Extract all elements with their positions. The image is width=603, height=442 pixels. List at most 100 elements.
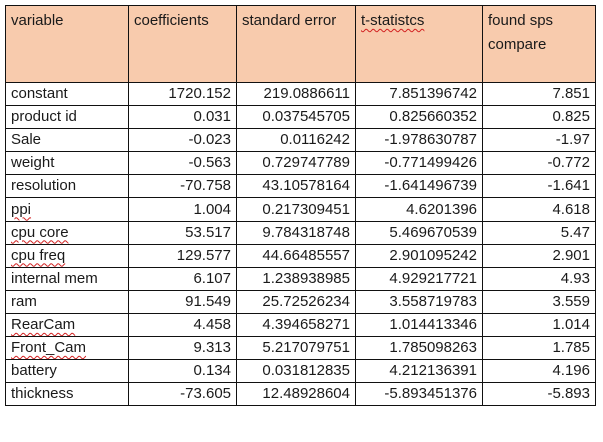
cell-variable: RearCam <box>5 312 129 338</box>
cell-variable: resolution <box>5 174 129 199</box>
cell-standard-error: 12.48928604 <box>236 382 356 407</box>
cell-t-statistic: 7.851396742 <box>355 81 483 107</box>
table-row: Sale -0.023 0.0116242 -1.978630787 -1.97 <box>5 128 596 153</box>
cell-t-statistic: 1.014413346 <box>355 312 483 338</box>
header-coefficients: coefficients <box>128 5 237 83</box>
cell-variable: battery <box>5 359 129 384</box>
cell-standard-error: 5.217079751 <box>236 336 356 361</box>
cell-standard-error: 0.729747789 <box>236 151 356 176</box>
cell-standard-error: 25.72526234 <box>236 289 356 314</box>
table-row: weight -0.563 0.729747789 -0.771499426 -… <box>5 151 596 176</box>
cell-coefficient: -73.605 <box>128 382 237 407</box>
table-row: ppi 1.004 0.217309451 4.6201396 4.618 <box>5 197 596 222</box>
cell-found-sps: 4.618 <box>482 197 596 222</box>
table-row: ram 91.549 25.72526234 3.558719783 3.559 <box>5 289 596 314</box>
cell-variable-label: ppi <box>11 200 32 218</box>
cell-t-statistic: 0.825660352 <box>355 105 483 130</box>
cell-t-statistic: -0.771499426 <box>355 151 483 176</box>
cell-t-statistic: -5.893451376 <box>355 382 483 407</box>
cell-coefficient: 129.577 <box>128 243 237 268</box>
cell-variable: Sale <box>5 128 129 153</box>
cell-variable-label: cpu core <box>11 223 69 241</box>
cell-coefficient: 91.549 <box>128 289 237 314</box>
table-row: cpu freq 129.577 44.66485557 2.901095242… <box>5 243 596 268</box>
cell-coefficient: 53.517 <box>128 220 237 245</box>
cell-standard-error: 1.238938985 <box>236 266 356 291</box>
cell-found-sps: 4.196 <box>482 359 596 384</box>
table-body: constant 1720.152 219.0886611 7.85139674… <box>5 81 596 407</box>
cell-coefficient: -70.758 <box>128 174 237 199</box>
cell-standard-error: 4.394658271 <box>236 312 356 338</box>
cell-variable: constant <box>5 81 129 107</box>
cell-t-statistic: 1.785098263 <box>355 336 483 361</box>
cell-variable: ppi <box>5 197 129 222</box>
cell-coefficient: 1720.152 <box>128 81 237 107</box>
cell-t-statistic: 4.6201396 <box>355 197 483 222</box>
regression-table: variable coefficients standard error t-s… <box>5 5 596 407</box>
cell-t-statistic: 4.929217721 <box>355 266 483 291</box>
cell-found-sps: 7.851 <box>482 81 596 107</box>
cell-standard-error: 0.031812835 <box>236 359 356 384</box>
cell-standard-error: 9.784318748 <box>236 220 356 245</box>
cell-variable: product id <box>5 105 129 130</box>
cell-variable-label: RearCam <box>11 315 76 333</box>
table-row: battery 0.134 0.031812835 4.212136391 4.… <box>5 359 596 384</box>
table-row: constant 1720.152 219.0886611 7.85139674… <box>5 81 596 107</box>
cell-coefficient: 1.004 <box>128 197 237 222</box>
header-t-statistics: t-statistcs <box>355 5 483 83</box>
cell-t-statistic: 3.558719783 <box>355 289 483 314</box>
cell-standard-error: 219.0886611 <box>236 81 356 107</box>
cell-coefficient: 4.458 <box>128 312 237 338</box>
cell-variable: ram <box>5 289 129 314</box>
cell-t-statistic: -1.641496739 <box>355 174 483 199</box>
cell-found-sps: 4.93 <box>482 266 596 291</box>
cell-coefficient: 6.107 <box>128 266 237 291</box>
header-row: variable coefficients standard error t-s… <box>5 5 596 83</box>
cell-standard-error: 0.037545705 <box>236 105 356 130</box>
cell-t-statistic: 4.212136391 <box>355 359 483 384</box>
table-row: RearCam 4.458 4.394658271 1.014413346 1.… <box>5 312 596 338</box>
cell-standard-error: 44.66485557 <box>236 243 356 268</box>
cell-coefficient: 0.031 <box>128 105 237 130</box>
cell-t-statistic: 5.469670539 <box>355 220 483 245</box>
cell-coefficient: 0.134 <box>128 359 237 384</box>
cell-t-statistic: 2.901095242 <box>355 243 483 268</box>
cell-t-statistic: -1.978630787 <box>355 128 483 153</box>
cell-standard-error: 43.10578164 <box>236 174 356 199</box>
cell-variable: cpu freq <box>5 243 129 268</box>
header-standard-error: standard error <box>236 5 356 83</box>
cell-standard-error: 0.217309451 <box>236 197 356 222</box>
table-row: thickness -73.605 12.48928604 -5.8934513… <box>5 382 596 407</box>
cell-found-sps: 1.785 <box>482 336 596 361</box>
cell-variable: Front_Cam <box>5 336 129 361</box>
cell-variable-label: Front_Cam <box>11 339 87 357</box>
cell-coefficient: -0.563 <box>128 151 237 176</box>
cell-found-sps: -1.97 <box>482 128 596 153</box>
cell-found-sps: 2.901 <box>482 243 596 268</box>
cell-found-sps: 0.825 <box>482 105 596 130</box>
header-t-statistics-label: t-statistcs <box>361 12 425 29</box>
table-row: cpu core 53.517 9.784318748 5.469670539 … <box>5 220 596 245</box>
cell-variable: thickness <box>5 382 129 407</box>
cell-found-sps: -0.772 <box>482 151 596 176</box>
table-row: internal mem 6.107 1.238938985 4.9292177… <box>5 266 596 291</box>
cell-variable: internal mem <box>5 266 129 291</box>
cell-variable: weight <box>5 151 129 176</box>
cell-found-sps: 3.559 <box>482 289 596 314</box>
cell-found-sps: -1.641 <box>482 174 596 199</box>
cell-coefficient: 9.313 <box>128 336 237 361</box>
cell-found-sps: 1.014 <box>482 312 596 338</box>
cell-standard-error: 0.0116242 <box>236 128 356 153</box>
cell-found-sps: -5.893 <box>482 382 596 407</box>
table-row: Front_Cam 9.313 5.217079751 1.785098263 … <box>5 336 596 361</box>
header-found-sps-compare: found sps compare <box>482 5 596 83</box>
cell-variable: cpu core <box>5 220 129 245</box>
cell-variable-label: cpu freq <box>11 246 66 264</box>
header-variable: variable <box>5 5 129 83</box>
table-row: product id 0.031 0.037545705 0.825660352… <box>5 105 596 130</box>
cell-coefficient: -0.023 <box>128 128 237 153</box>
table-row: resolution -70.758 43.10578164 -1.641496… <box>5 174 596 199</box>
table-header: variable coefficients standard error t-s… <box>5 5 596 83</box>
cell-found-sps: 5.47 <box>482 220 596 245</box>
